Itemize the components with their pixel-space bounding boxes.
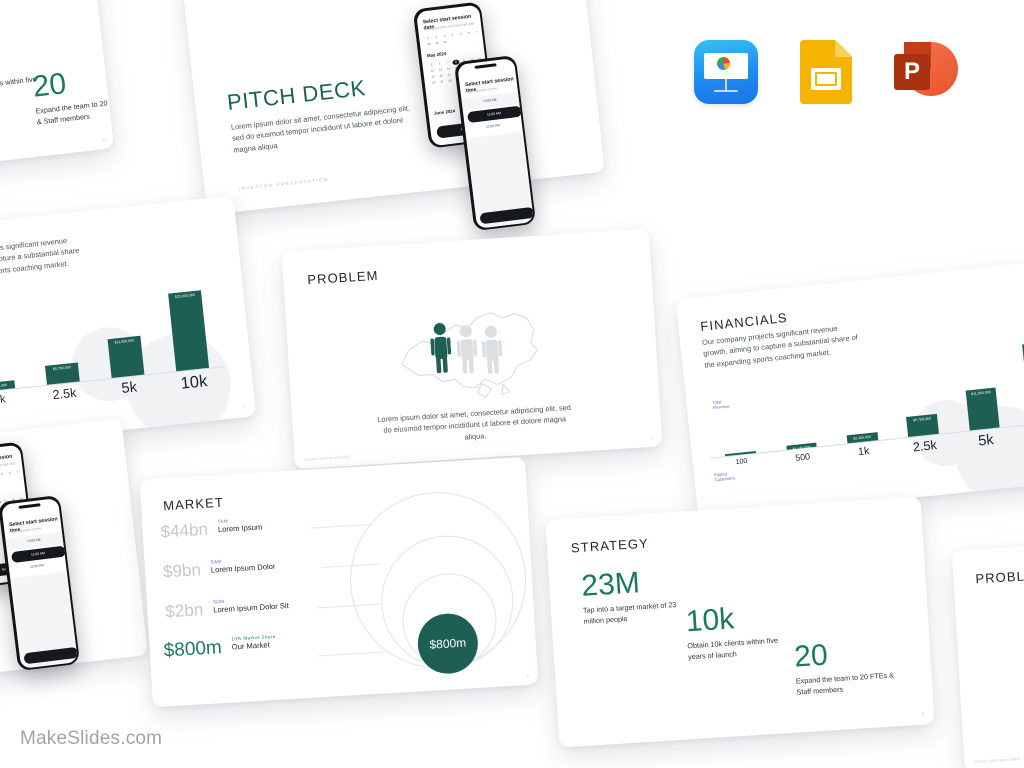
leader-line <box>318 651 385 657</box>
site-watermark: MakeSlides.com <box>20 728 163 749</box>
phone-month-label: May 2024 <box>426 50 447 58</box>
problem-title: PROBLEM <box>974 567 1024 587</box>
strategy-item-2: 10k Obtain 10k clients within five years… <box>685 601 792 663</box>
region-map-outline <box>401 312 538 398</box>
keynote-pie-chart <box>717 57 730 70</box>
strategy-number: 20 <box>30 67 68 104</box>
market-title: MARKET <box>162 494 225 514</box>
page-number: 5 <box>242 404 246 410</box>
slide-financials-left[interactable]: Our company projects significant revenue… <box>0 195 257 463</box>
strategy-description: Expand the team to 20 FTEs & Staff membe… <box>795 670 895 697</box>
strategy-title: STRATEGY <box>570 535 650 556</box>
market-value: $44bn <box>160 519 209 542</box>
problem-source: Source: Lorem Ipsum (2024) <box>974 757 1021 764</box>
problem-source: Source: Lorem Ipsum (2024) <box>304 454 351 462</box>
person-icon-muted <box>455 324 478 380</box>
page-number: 3 <box>526 672 530 679</box>
problem-body: Lorem ipsum dolor sit amet, consectetur … <box>377 402 572 442</box>
chart-category-label: 5k <box>120 379 138 397</box>
chart-bar-value-label: $23,000,000 <box>174 292 196 299</box>
microsoft-powerpoint-icon[interactable]: P <box>894 40 958 104</box>
market-name: Our Market <box>231 640 270 652</box>
slide-strategy[interactable]: STRATEGY 23M Tap into a target market of… <box>545 496 935 748</box>
financials-body: Our company projects significant revenue… <box>0 235 80 282</box>
market-name: Lorem Ipsum <box>217 522 263 535</box>
slide-strategy-topleft[interactable]: 23M Tap into a target market of 23 milli… <box>0 0 115 179</box>
person-icon-highlighted <box>429 321 453 379</box>
chart-category-label: 2.5k <box>51 385 78 403</box>
chart-category-label: 5k <box>977 432 995 450</box>
slides-page-fold <box>835 40 852 57</box>
market-row-ours: $800m 10% Market Share Our Market <box>163 634 277 663</box>
strategy-number: 10k <box>684 602 736 639</box>
slide-problem-rightedge[interactable]: PROBLEM Source: Lorem Ipsum (2024) <box>951 529 1024 768</box>
chart-bar-value-label: $5,750,000 <box>52 364 71 371</box>
problem-title: PROBLEM <box>306 267 379 288</box>
chart-category-label: 10k <box>179 372 209 393</box>
chart-bar-value-label: $11,500,000 <box>970 390 991 397</box>
strategy-item-3: 20 Expand the team to 20 FTEs & Staff me… <box>793 636 906 698</box>
chart-bar-value-label: $2,300,000 <box>853 434 872 441</box>
strategy-number: 23M <box>580 566 641 603</box>
strategy-description: Obtain 10k clients within five years of … <box>687 635 779 662</box>
chart-category-label: 1k <box>0 393 7 407</box>
market-value: $9bn <box>162 560 202 582</box>
apple-keynote-icon[interactable] <box>694 40 758 104</box>
powerpoint-letter-p: P <box>894 54 930 90</box>
phone-month-next-label: June 2024 <box>433 107 456 116</box>
chart-bar: $5,750,000 2.5k <box>45 361 80 402</box>
page-number: 2 <box>650 434 654 440</box>
page-number: 6 <box>102 136 106 143</box>
slide-problem[interactable]: PROBLEM <box>281 228 663 470</box>
chart-category-label: 2.5k <box>912 438 938 455</box>
chart-category-label: 1k <box>857 445 871 459</box>
chart-category-label: 100 <box>735 457 748 467</box>
phone-notch <box>474 62 497 69</box>
chart-bar-value-label: $2,300,000 <box>0 383 8 390</box>
market-value: $800m <box>163 637 223 662</box>
chart-bar: $11,500,000 5k <box>965 387 1000 450</box>
chart-bar-value-label: $1,150,000 <box>792 445 811 452</box>
phone-notch <box>18 502 41 509</box>
slide-pitch-deck[interactable]: PITCH DECK Lorem ipsum dolor sit amet, c… <box>181 0 605 215</box>
market-value: $2bn <box>164 600 204 622</box>
app-icons-row: P <box>694 40 958 104</box>
chart-x-axis-label: Paying Customers <box>713 471 736 483</box>
chart-bar: $1,150,000 500 <box>786 442 817 463</box>
slide-financials[interactable]: FINANCIALS Our company projects signific… <box>675 257 1024 521</box>
chart-bar: $5,750,000 2.5k <box>906 413 939 454</box>
market-row-tam: $44bn TAM Lorem Ipsum <box>160 516 263 542</box>
chart-bar: $23,000,000 10k <box>168 290 209 393</box>
chart-bar-value-label: $11,500,000 <box>114 338 135 345</box>
strategy-item-1: 23M Tap into a target market of 23 milli… <box>580 565 690 627</box>
market-row-sam: $9bn SAM Lorem Ipsum Dolor <box>163 556 276 583</box>
chart-bar: $11,500,000 5k <box>107 335 145 397</box>
strategy-description: Tap into a target market of 23 million p… <box>582 599 677 626</box>
chart-bar-value-label: $5,750,000 <box>912 416 932 423</box>
chart-bar: $2,300,000 1k <box>846 432 878 458</box>
market-row-som: $2bn SOM Lorem Ipsum Dolor Sit <box>165 595 289 622</box>
person-icon-muted <box>481 324 504 380</box>
keynote-base <box>714 90 738 92</box>
google-slides-icon[interactable] <box>800 40 852 104</box>
chart-category-label: 500 <box>794 451 811 463</box>
slide-market[interactable]: MARKET $44bn TAM Lorem Ipsum $9bn SAM Lo… <box>139 456 539 708</box>
slides-frame <box>811 68 841 90</box>
pitch-deck-footer: INVESTOR PRESENTATION <box>238 176 330 192</box>
keynote-stand <box>725 79 727 91</box>
map-illustration <box>380 286 567 407</box>
page-number: 6 <box>921 711 925 717</box>
leader-line <box>310 523 373 529</box>
strategy-number: 20 <box>793 638 829 674</box>
